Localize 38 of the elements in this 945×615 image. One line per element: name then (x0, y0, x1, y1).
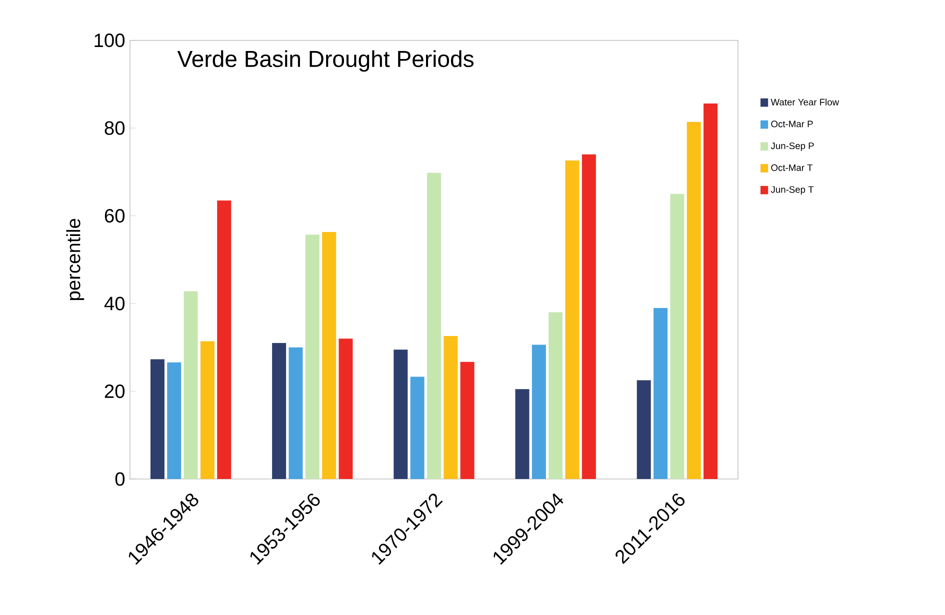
bar (217, 200, 232, 479)
y-tick-label: 100 (94, 34, 125, 48)
bar (150, 359, 164, 479)
y-axis-title: percentile (66, 218, 84, 300)
bar (515, 389, 530, 479)
bar (305, 234, 320, 479)
legend-label: Oct-Mar T (771, 164, 813, 171)
y-tick-label: 20 (104, 384, 125, 398)
bar (394, 350, 408, 479)
bar (686, 122, 701, 479)
chart-title: Verde Basin Drought Periods (177, 50, 474, 72)
bar (670, 194, 684, 479)
bar (582, 154, 596, 479)
bar (200, 341, 214, 479)
bar (272, 343, 286, 479)
bar (427, 172, 442, 479)
bar (184, 291, 198, 479)
legend-label: Oct-Mar P (771, 120, 813, 128)
bar (167, 362, 182, 479)
legend-label: Jun-Sep P (770, 142, 814, 151)
bar (654, 308, 668, 479)
bar (565, 160, 580, 479)
y-tick-label: 80 (104, 121, 125, 135)
y-tick-label: 0 (115, 472, 125, 486)
y-tick-label: 60 (104, 209, 125, 223)
bar (548, 312, 563, 479)
bar (288, 347, 303, 479)
bar (444, 336, 458, 479)
bar (460, 362, 474, 479)
y-tick-label: 40 (104, 296, 125, 310)
legend-label: Jun-Sep T (770, 186, 814, 195)
bar (704, 104, 718, 479)
legend-label: Water Year Flow (770, 98, 840, 106)
bar (532, 344, 546, 479)
bar (636, 380, 651, 479)
bar (322, 232, 336, 479)
bar (338, 338, 353, 479)
bar (410, 376, 424, 479)
